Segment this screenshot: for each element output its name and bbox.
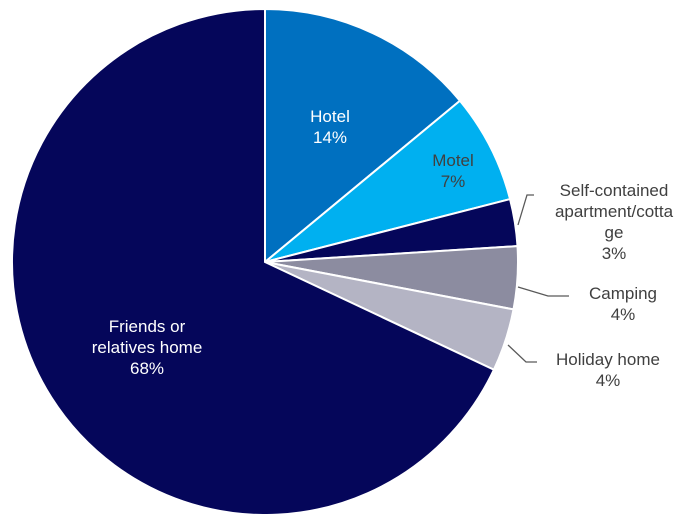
leader-line-camping (517, 286, 569, 297)
pie-slice-motel (264, 99, 512, 263)
pie-slice-hotel (264, 7, 462, 265)
data-label-camping: Camping 4% (589, 284, 657, 324)
pie-slices (11, 7, 519, 514)
pie-slice-friends-or-relatives-home (11, 7, 496, 514)
data-label-motel: Motel 7% (432, 151, 474, 191)
data-label-holiday-home: Holiday home 4% (556, 350, 660, 390)
data-labels: Hotel 14% Motel 7% Self-contained apartment/c… (92, 107, 674, 390)
leader-line-holiday-home (507, 344, 537, 363)
data-label-friends-or-relatives-home: Friends or relatives home 68% (92, 317, 203, 378)
leader-lines (507, 194, 569, 363)
leader-line-self-contained (517, 194, 534, 226)
data-label-self-contained-apartment-cottage: Self-contained apartment/cotta ge 3% (555, 181, 674, 263)
data-label-hotel: Hotel 14% (310, 107, 350, 147)
